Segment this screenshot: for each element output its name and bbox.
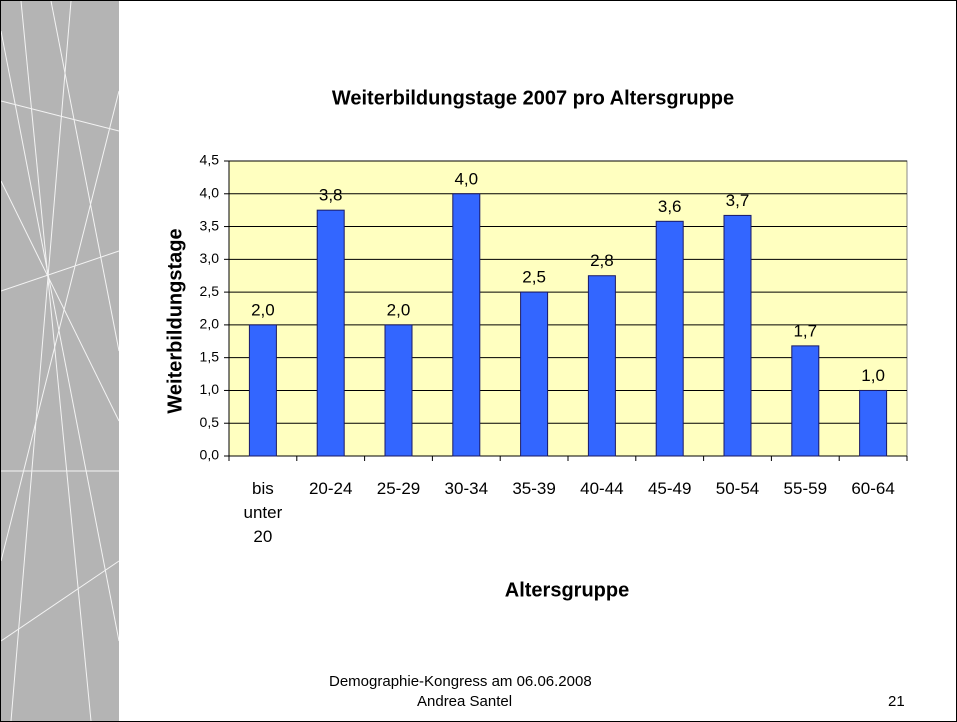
bar xyxy=(520,291,549,457)
x-tick-label: 30-34 xyxy=(444,479,489,498)
y-tick-label: 4,5 xyxy=(200,152,220,168)
x-tick-label: 45-49 xyxy=(647,479,692,498)
data-label: 2,5 xyxy=(522,268,546,287)
bar xyxy=(587,275,616,457)
footer-event: Demographie-Kongress am 06.06.2008 xyxy=(329,673,592,690)
bar xyxy=(655,220,684,457)
page-number: 21 xyxy=(888,693,905,710)
data-label: 2,0 xyxy=(251,300,275,319)
data-label: 1,7 xyxy=(793,321,817,340)
decoration xyxy=(1,1,120,721)
data-label: 3,6 xyxy=(658,197,682,216)
y-tick-label: 0,0 xyxy=(200,447,220,463)
x-tick-label: 60-64 xyxy=(851,479,895,498)
chart-title: Weiterbildungstage 2007 pro Altersgruppe xyxy=(332,87,734,109)
data-label: 2,8 xyxy=(590,251,614,270)
footer-author: Andrea Santel xyxy=(417,693,513,710)
x-tick-label: 40-44 xyxy=(580,479,624,498)
bar xyxy=(723,214,752,457)
data-label: 1,0 xyxy=(861,366,885,385)
data-label: 2,0 xyxy=(387,300,411,319)
bar xyxy=(384,324,413,457)
data-label: 3,8 xyxy=(319,186,343,205)
x-tick-label: 50-54 xyxy=(715,479,760,498)
y-tick-label: 3,5 xyxy=(200,217,220,233)
x-tick-label: 55-59 xyxy=(783,479,828,498)
x-tick-label: bis unter 20 xyxy=(243,479,283,546)
y-tick-label: 0,5 xyxy=(200,414,220,430)
y-tick-label: 3,0 xyxy=(200,250,220,266)
x-tick-label: 25-29 xyxy=(376,479,421,498)
x-tick-label: 35-39 xyxy=(512,479,556,498)
y-tick-label: 1,0 xyxy=(200,381,220,397)
y-axis-title: Weiterbildungstage xyxy=(164,228,186,413)
y-tick-label: 2,5 xyxy=(200,283,220,299)
y-tick-label: 2,0 xyxy=(200,316,220,332)
x-tick-label: 20-24 xyxy=(308,479,353,498)
bar xyxy=(248,324,277,457)
bar xyxy=(452,193,481,457)
bar xyxy=(859,389,888,457)
bar xyxy=(316,209,345,457)
x-axis-title: Altersgruppe xyxy=(505,579,629,601)
y-tick-label: 4,0 xyxy=(200,184,220,200)
data-label: 4,0 xyxy=(454,169,478,188)
data-label: 3,7 xyxy=(726,191,750,210)
y-tick-label: 1,5 xyxy=(200,348,220,364)
bar xyxy=(791,345,820,457)
